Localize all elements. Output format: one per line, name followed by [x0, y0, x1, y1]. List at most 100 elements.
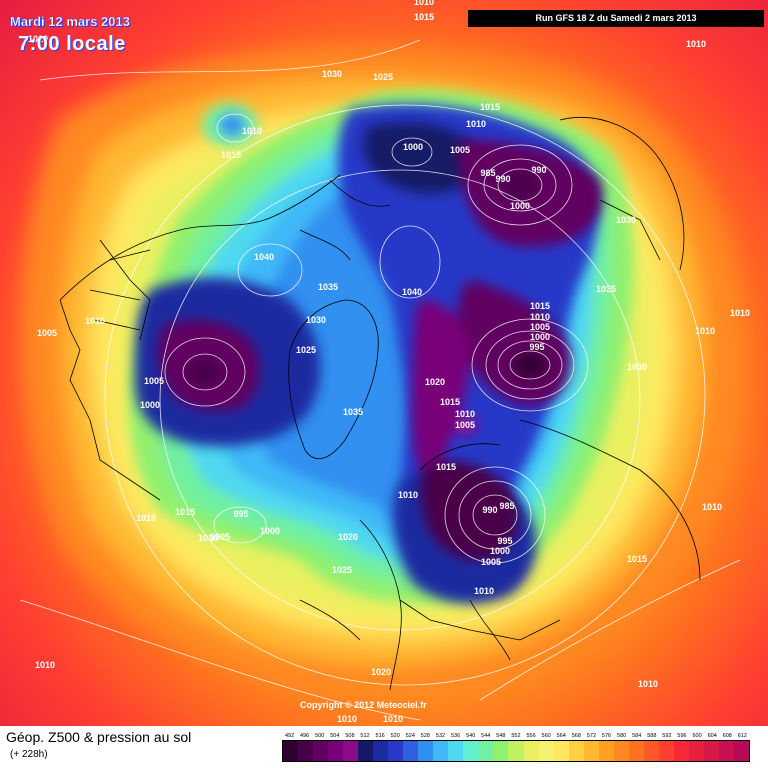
isobar-label: 1010 [337, 714, 357, 724]
scale-tick-label: 540 [466, 733, 476, 739]
scale-tick-label: 528 [420, 733, 430, 739]
isobar-label: 1025 [332, 565, 352, 575]
scale-tick-label: 524 [405, 733, 415, 739]
isobar-label: 1010 [28, 34, 48, 44]
isobar-label: 1010 [198, 533, 218, 543]
isobar-label: 1030 [616, 215, 636, 225]
scale-swatch [403, 741, 419, 761]
isobar-label: 1010 [242, 126, 262, 136]
scale-tick-label: 516 [375, 733, 385, 739]
isobar-label: 1010 [530, 312, 550, 322]
scale-swatch [568, 741, 584, 761]
scale-swatch [718, 741, 734, 761]
scale-swatch [328, 741, 344, 761]
isobar-label: 1005 [450, 145, 470, 155]
isobar-label: 1025 [596, 284, 616, 294]
isobar-label: 1015 [414, 12, 434, 22]
isobar-label: 1040 [254, 252, 274, 262]
isobar-label: 1035 [343, 407, 363, 417]
isobar-label: 1030 [627, 362, 647, 372]
scale-tick-label: 512 [360, 733, 370, 739]
isobar-label: 1010 [414, 0, 434, 7]
scale-tick-label: 592 [662, 733, 672, 739]
isobar-label: 985 [480, 168, 495, 178]
forecast-range: (+ 228h) [10, 749, 48, 760]
scale-swatch [283, 741, 299, 761]
isobar-label: 1025 [373, 72, 393, 82]
scale-tick-label: 584 [632, 733, 642, 739]
isobar-label: 1015 [175, 507, 195, 517]
isobar-label: 990 [531, 165, 546, 175]
scale-swatch [613, 741, 629, 761]
isobar-label: 1000 [260, 526, 280, 536]
scale-swatch [418, 741, 434, 761]
scale-swatch [508, 741, 524, 761]
scale-swatch [673, 741, 689, 761]
isobar-label: 1010 [85, 316, 105, 326]
isobar-label: 1005 [144, 376, 164, 386]
valid-date: Mardi 12 mars 2013 [10, 14, 130, 29]
isobar-label: 1020 [371, 667, 391, 677]
isobar-label: 1010 [474, 586, 494, 596]
scale-swatch [373, 741, 389, 761]
isobar-labels: 1015 1010 1010 1010 1030 1025 1015 1010 1010 1000… [28, 0, 750, 724]
isobar-label: 1000 [510, 201, 530, 211]
scale-tick-label: 580 [617, 733, 627, 739]
isobar-label: 1015 [480, 102, 500, 112]
scale-tick-label: 588 [647, 733, 657, 739]
color-scale-ticks: 492 496 500 504 508 512 516 520 524 528 532 536 540 5… [282, 733, 750, 740]
scale-tick-label: 568 [571, 733, 581, 739]
scale-tick-label: 576 [601, 733, 612, 739]
coastlines [59, 117, 701, 691]
isobar-label: 1010 [730, 308, 750, 318]
scale-swatch [733, 741, 749, 761]
isobar-label: 1010 [455, 409, 475, 419]
isobar-label: 1015 [440, 397, 460, 407]
scale-tick-label: 572 [586, 733, 597, 739]
isobar-label: 1010 [136, 513, 156, 523]
isobar-label: 1035 [318, 282, 338, 292]
legend-footer: Géop. Z500 & pression au sol (+ 228h) 49… [0, 726, 768, 768]
isobar-label: 1000 [490, 546, 510, 556]
scale-swatch [388, 741, 404, 761]
scale-tick-label: 500 [315, 733, 325, 739]
isobar-label: 995 [233, 509, 248, 519]
isobar-label: 1015 [436, 462, 456, 472]
scale-swatch [538, 741, 554, 761]
scale-tick-label: 520 [390, 733, 400, 739]
scale-tick-label: 508 [345, 733, 355, 739]
scale-swatch [598, 741, 614, 761]
scale-swatch [493, 741, 509, 761]
scale-swatch [523, 741, 539, 761]
isobar-label: 1010 [702, 502, 722, 512]
scale-swatch [688, 741, 704, 761]
isobar-label: 1030 [322, 69, 342, 79]
scale-tick-label: 536 [450, 733, 461, 739]
isobar-label: 990 [495, 174, 510, 184]
isobar-label: 995 [497, 536, 512, 546]
isobar-label: 985 [499, 501, 514, 511]
isobar-label: 1020 [338, 532, 358, 542]
scale-swatch [553, 741, 569, 761]
scale-tick-label: 532 [435, 733, 446, 739]
isobar-label: 1010 [686, 39, 706, 49]
isobar-label: 1030 [306, 315, 326, 325]
valid-time: 7:00 locale [18, 33, 126, 55]
scale-swatch [313, 741, 329, 761]
scale-swatch [478, 741, 494, 761]
isobar-label: 1015 [627, 554, 647, 564]
scale-swatch [298, 741, 314, 761]
copyright-notice: Copyright © 2012 Meteociel.fr [300, 700, 427, 710]
scale-swatch [658, 741, 674, 761]
scale-swatch [448, 741, 464, 761]
scale-tick-label: 544 [481, 733, 491, 739]
scale-tick-label: 612 [737, 733, 747, 739]
scale-swatch [703, 741, 719, 761]
isobar-label: 1025 [296, 345, 316, 355]
scale-tick-label: 608 [722, 733, 732, 739]
isobar-label: 1010 [398, 490, 418, 500]
scale-swatch [463, 741, 479, 761]
geopotential-fill [22, 47, 744, 695]
color-scale-bar [282, 740, 750, 762]
